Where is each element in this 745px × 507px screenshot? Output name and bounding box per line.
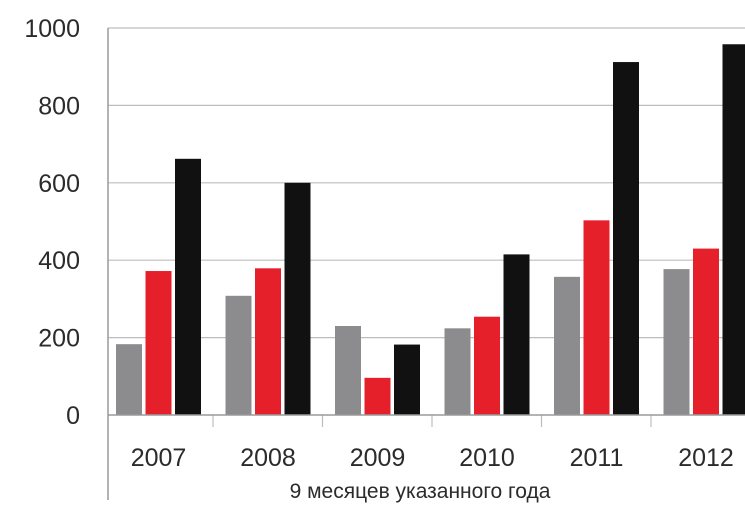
bar-2011-1: [554, 276, 580, 415]
x-tick-labels: 2007 2008 2009 2010 2011 2012: [131, 415, 734, 472]
bar-2010-2: [474, 316, 500, 415]
bar-2009-1: [335, 325, 361, 415]
bar-2009-2: [364, 377, 391, 415]
x-axis-title: 9 месяцев указанного года: [290, 480, 551, 503]
bars: [116, 44, 745, 416]
y-tick-label: 1000: [24, 15, 80, 43]
y-tick-label: 200: [38, 325, 80, 353]
x-tick-label: 2012: [678, 444, 734, 472]
grid-lines: [108, 27, 745, 339]
bar-2008-3: [284, 182, 311, 415]
bar-2007-3: [175, 158, 201, 415]
x-tick-label: 2007: [131, 444, 187, 472]
bar-2012-3: [722, 44, 745, 416]
bar-2007-2: [145, 271, 172, 415]
y-tick-label: 400: [38, 247, 80, 275]
bar-2012-2: [693, 248, 719, 415]
bar-2011-3: [613, 62, 639, 415]
x-tick-label: 2009: [350, 444, 406, 472]
y-tick-labels: 0 200 400 600 800 1000: [24, 15, 80, 430]
y-tick-label: 0: [66, 402, 80, 430]
bar-2012-1: [663, 269, 690, 415]
y-tick-label: 600: [38, 170, 80, 198]
bar-2011-2: [583, 220, 610, 415]
bar-2009-3: [394, 344, 420, 415]
bar-2010-1: [444, 328, 471, 415]
x-tick-label: 2011: [570, 444, 624, 472]
x-tick-label: 2008: [240, 444, 296, 472]
x-tick-label: 2010: [459, 444, 515, 472]
bar-2008-2: [255, 268, 281, 415]
bar-2010-3: [503, 254, 530, 415]
bar-2007-1: [116, 344, 142, 415]
y-tick-label: 800: [38, 92, 80, 120]
bar-2008-1: [225, 295, 252, 415]
